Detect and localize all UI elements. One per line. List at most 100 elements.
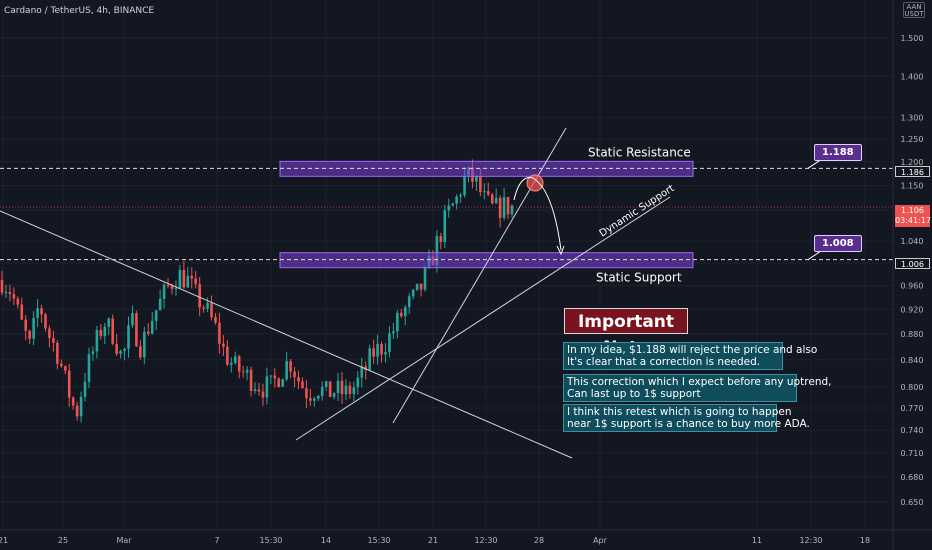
candle-body <box>36 308 39 318</box>
x-tick-label: 21 <box>0 536 8 545</box>
candle-body <box>20 304 24 320</box>
candle-body <box>107 318 111 327</box>
dynamic-support-line <box>295 196 671 441</box>
candle-body <box>190 275 194 279</box>
candle-body <box>12 294 16 299</box>
candle-body <box>24 319 28 331</box>
support-tag: 1.008 <box>814 235 862 252</box>
candle-body <box>261 391 265 398</box>
candle-body <box>103 326 107 337</box>
candle-body <box>99 329 103 337</box>
candle-body <box>210 302 213 318</box>
y-tick-label: 0.680 <box>901 473 924 482</box>
candle-body <box>218 322 221 344</box>
candle-body <box>67 370 71 398</box>
candle-body <box>95 329 99 352</box>
y-tick-label: 0.960 <box>901 282 924 291</box>
candle-body <box>451 203 454 206</box>
support-price-label: 1.006 <box>895 258 930 269</box>
y-tick-label: 1.400 <box>901 72 924 81</box>
candle-body <box>257 389 261 392</box>
candle-body <box>127 325 130 349</box>
candle-body <box>293 371 296 378</box>
candle-body <box>154 310 158 321</box>
candle-body <box>44 314 47 329</box>
y-tick-label: 1.200 <box>901 158 924 167</box>
candle-body <box>479 176 482 193</box>
candle-body <box>16 298 20 305</box>
y-tick-label: 1.500 <box>901 34 924 43</box>
y-tick-label: 1.300 <box>901 113 924 122</box>
support-label: Static Support <box>596 271 682 285</box>
x-tick-label: 15:30 <box>259 536 282 545</box>
currency-unit-line2: USDT <box>904 10 924 18</box>
x-tick-label: Mar <box>116 536 132 545</box>
candle-body <box>455 196 458 204</box>
currency-unit[interactable]: AAN USDT <box>903 2 925 18</box>
x-tick-label: 14 <box>321 536 331 545</box>
descending-trendline <box>0 210 573 459</box>
candle-body <box>269 375 273 377</box>
candle-body <box>174 288 178 290</box>
candle-body <box>277 378 281 387</box>
candle-body <box>494 197 498 204</box>
candle-body <box>52 337 55 343</box>
note-title: Important Note <box>564 308 688 358</box>
y-tick-label: 1.250 <box>901 135 924 144</box>
current-price-badge: 1.106 03:41:17 <box>895 205 931 227</box>
candle-body <box>396 312 399 332</box>
candle-body <box>411 289 415 297</box>
candle-body <box>63 366 67 371</box>
candle-body <box>502 197 506 218</box>
candle-body <box>419 283 423 290</box>
candle-body <box>332 393 336 398</box>
candle-body <box>407 296 411 308</box>
candle-body <box>198 284 201 308</box>
resistance-tag: 1.188 <box>814 144 862 161</box>
candle-body <box>510 205 514 215</box>
candle-body <box>324 381 328 387</box>
candle-body <box>0 279 4 293</box>
candle-body <box>328 381 332 398</box>
x-tick-label: 12:30 <box>799 536 822 545</box>
candle-body <box>316 395 320 399</box>
symbol-title: Cardano / TetherUS, 4h, BINANCE <box>4 6 155 16</box>
candle-body <box>143 331 146 358</box>
candle-body <box>83 381 87 397</box>
candle-body <box>313 398 316 401</box>
candle-body <box>233 356 237 363</box>
x-tick-label: 11 <box>752 536 762 545</box>
candle-body <box>368 348 371 371</box>
x-tick-label: 15:30 <box>367 536 390 545</box>
y-tick-label: 0.740 <box>901 426 924 435</box>
candle-body <box>48 328 51 338</box>
projection-arrow <box>556 245 565 256</box>
time-axis: 21 25 Mar 7 15:30 14 15:30 21 12:30 28 Apr 11 12:30 1… <box>0 536 870 545</box>
candle-body <box>447 205 451 211</box>
candle-body <box>309 398 312 401</box>
projection-path <box>513 176 562 251</box>
candle-body <box>222 343 225 347</box>
candle-body <box>506 197 510 215</box>
candle-body <box>8 292 12 295</box>
candle-body <box>297 377 300 382</box>
candle-body <box>40 308 43 315</box>
candle-body <box>135 313 138 347</box>
candle-body <box>150 320 154 334</box>
candle-body <box>75 405 79 417</box>
candle-body <box>60 363 63 367</box>
candle-body <box>423 267 427 290</box>
candle-body <box>111 318 114 344</box>
candle-body <box>360 366 364 378</box>
candle-body <box>490 194 494 204</box>
currency-unit-line1: AAN <box>906 3 922 11</box>
candle-body <box>285 361 288 380</box>
candle-body <box>486 191 490 195</box>
candle-body <box>194 278 198 285</box>
candle-body <box>214 317 217 323</box>
candle-body <box>87 353 91 382</box>
bar-countdown: 03:41:17 <box>895 216 931 225</box>
candle-body <box>32 317 35 339</box>
